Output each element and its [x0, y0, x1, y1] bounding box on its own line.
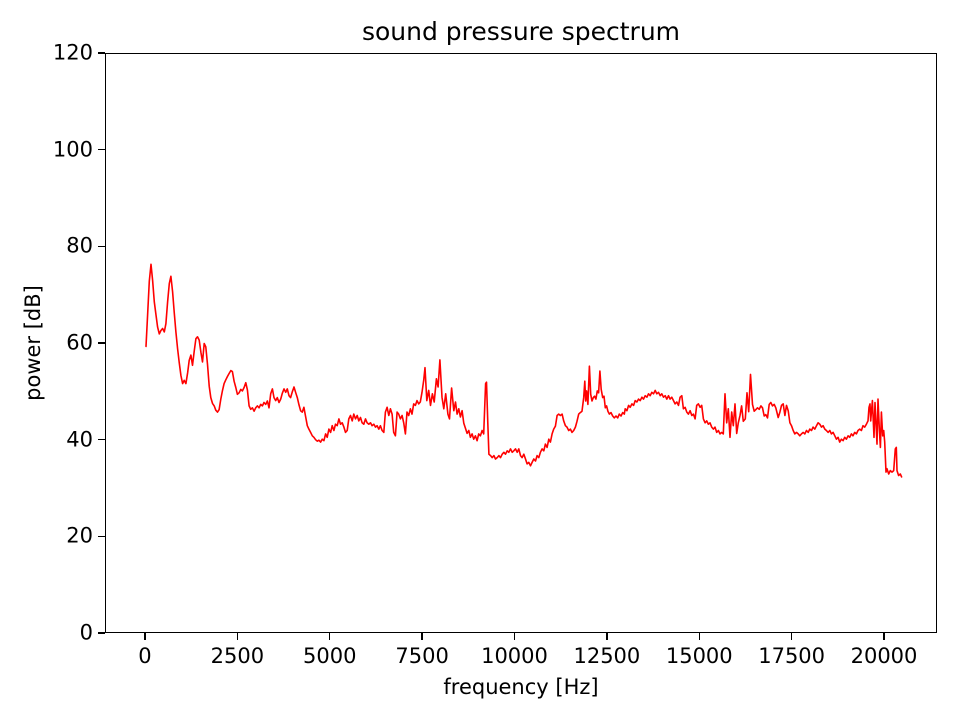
x-tick-label: 2500 — [210, 644, 265, 668]
y-tick-label: 60 — [66, 330, 93, 355]
x-tick-mark — [421, 633, 423, 640]
x-tick-label: 10000 — [481, 644, 548, 668]
chart-title: sound pressure spectrum — [361, 17, 681, 46]
x-tick-mark — [236, 633, 239, 640]
y-tick-label: 20 — [66, 523, 93, 548]
x-tick-label: 12500 — [573, 644, 641, 668]
x-tick-mark — [698, 633, 700, 640]
y-tick-label: 120 — [52, 40, 93, 65]
x-tick-mark — [790, 633, 793, 640]
y-tick-label: 100 — [52, 137, 93, 162]
x-tick-label: 7500 — [395, 644, 449, 668]
x-tick-label: 0 — [138, 644, 152, 668]
y-tick-label: 0 — [79, 620, 93, 645]
plot-area — [105, 53, 937, 633]
x-tick-label: 5000 — [303, 644, 357, 668]
x-axis-label: frequency [Hz] — [443, 675, 599, 699]
x-tick-mark — [328, 633, 331, 640]
x-tick-mark — [513, 633, 516, 640]
x-tick-label: 15000 — [665, 644, 733, 668]
y-tick-mark — [98, 342, 105, 344]
y-tick-mark — [98, 535, 105, 538]
spectrum-plot-svg — [145, 263, 903, 478]
y-tick-mark — [98, 148, 105, 151]
x-tick-mark — [606, 633, 608, 640]
x-tick-label: 17500 — [758, 644, 826, 668]
y-tick-mark — [98, 438, 105, 441]
x-tick-mark — [144, 633, 146, 640]
y-tick-mark — [98, 52, 105, 54]
x-tick-label: 20000 — [850, 644, 918, 668]
x-tick-mark — [883, 633, 885, 640]
y-tick-label: 80 — [66, 233, 93, 258]
y-tick-mark — [98, 245, 105, 248]
y-tick-mark — [98, 632, 105, 634]
y-tick-label: 40 — [66, 427, 93, 452]
y-axis-label: power [dB] — [21, 285, 45, 401]
spectrum-line — [145, 263, 903, 478]
